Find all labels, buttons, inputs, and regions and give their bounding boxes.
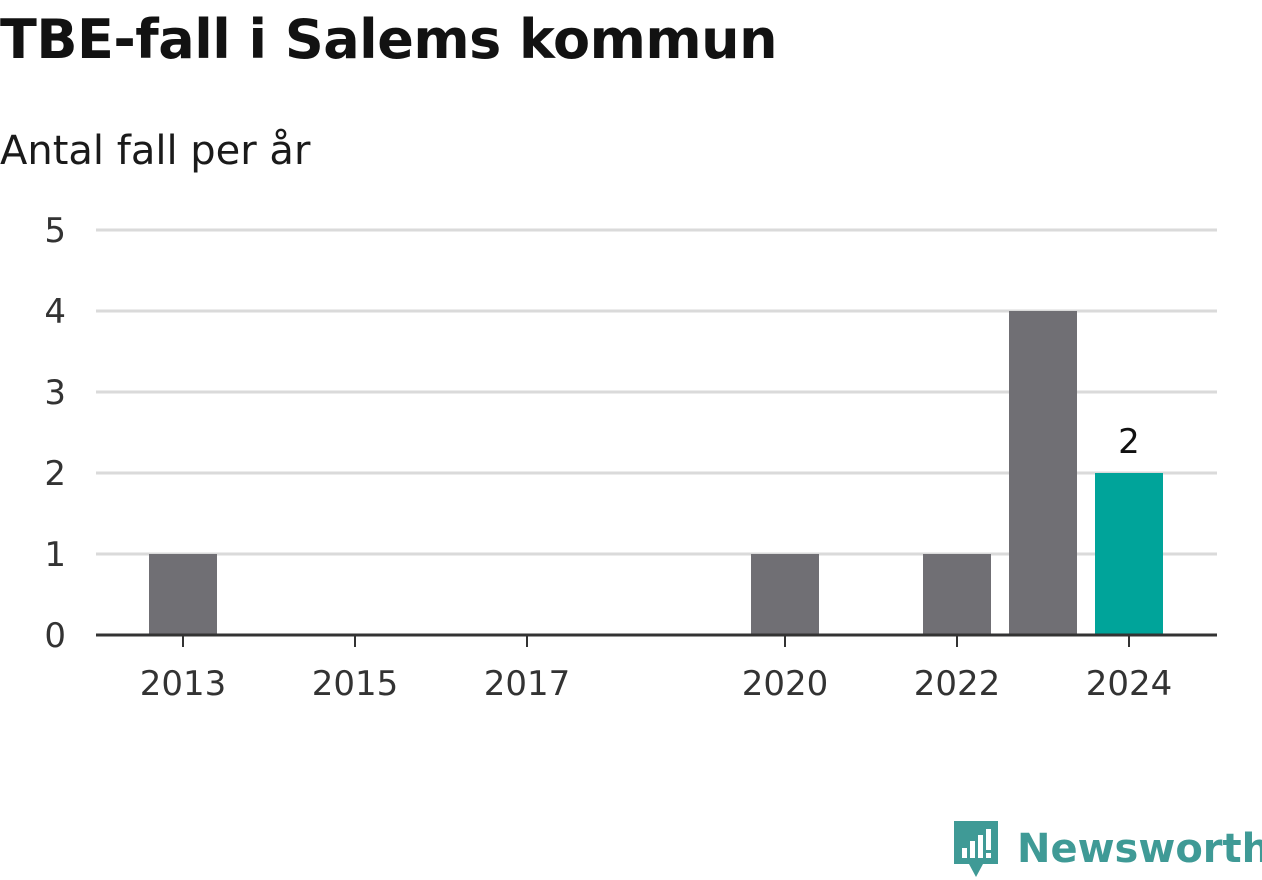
- bar-chart: 0 1 2 3 4 5 2013 2015 2017 2020 2022 2024 2: [44, 211, 1217, 704]
- chart-title: TBE-fall i Salems kommun: [0, 8, 778, 71]
- x-tick-label: 2017: [484, 664, 571, 704]
- x-axis-ticks: 2013 2015 2017 2020 2022 2024: [140, 635, 1173, 704]
- brand-name: Newsworthy: [1017, 826, 1262, 872]
- x-tick-label: 2013: [140, 664, 227, 704]
- bar-2024: [1095, 473, 1163, 635]
- y-tick-label: 5: [44, 211, 66, 251]
- data-labels: 2: [1118, 422, 1140, 462]
- y-tick-label: 0: [44, 616, 66, 656]
- chart-subtitle: Antal fall per år: [0, 128, 311, 174]
- y-tick-label: 3: [44, 373, 66, 413]
- y-axis-ticks: 0 1 2 3 4 5: [44, 211, 66, 656]
- bar-2013: [149, 554, 217, 635]
- x-tick-label: 2020: [742, 664, 829, 704]
- x-tick-label: 2024: [1086, 664, 1173, 704]
- bar-2022: [923, 554, 991, 635]
- bar-2023: [1009, 311, 1077, 635]
- y-tick-label: 1: [44, 535, 66, 575]
- y-tick-label: 4: [44, 292, 66, 332]
- x-tick-label: 2022: [914, 664, 1001, 704]
- bar-2020: [751, 554, 819, 635]
- newsworthy-logo: Newsworthy: [951, 818, 1262, 880]
- newsworthy-logo-icon: [954, 821, 998, 877]
- bars: [149, 311, 1163, 635]
- y-tick-label: 2: [44, 454, 66, 494]
- x-tick-label: 2015: [312, 664, 399, 704]
- data-label-2024: 2: [1118, 422, 1140, 462]
